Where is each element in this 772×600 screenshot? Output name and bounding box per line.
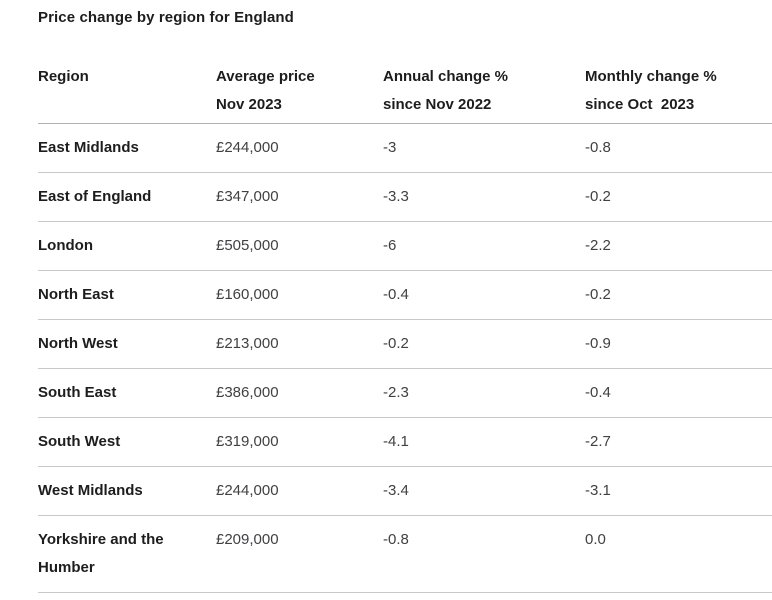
annual-change-cell: -2.3 bbox=[383, 384, 409, 401]
column-header-line: Nov 2023 bbox=[216, 96, 282, 113]
annual-change-cell: -0.2 bbox=[383, 335, 409, 352]
table-row: Yorkshire and the Humber £209,000 -0.8 0… bbox=[38, 516, 772, 593]
table-row: North East £160,000 -0.4 -0.2 bbox=[38, 271, 772, 320]
average-price-cell: £160,000 bbox=[216, 286, 279, 303]
page-title: Price change by region for England bbox=[38, 9, 294, 26]
column-header-line: Region bbox=[38, 68, 89, 85]
table-row: East Midlands £244,000 -3 -0.8 bbox=[38, 124, 772, 173]
monthly-change-cell: -0.9 bbox=[585, 335, 611, 352]
column-header-line: since Nov 2022 bbox=[383, 96, 492, 113]
average-price-cell: £209,000 bbox=[216, 531, 279, 548]
average-price-cell: £213,000 bbox=[216, 335, 279, 352]
column-header-line: Annual change % bbox=[383, 68, 509, 85]
table-row: South East £386,000 -2.3 -0.4 bbox=[38, 369, 772, 418]
table-header-row: Region Average price Nov 2023 Annual cha… bbox=[38, 63, 772, 124]
average-price-cell: £319,000 bbox=[216, 433, 279, 450]
region-cell: East of England bbox=[38, 188, 152, 205]
table-row: West Midlands £244,000 -3.4 -3.1 bbox=[38, 467, 772, 516]
annual-change-cell: -4.1 bbox=[383, 433, 409, 450]
table-row: North West £213,000 -0.2 -0.9 bbox=[38, 320, 772, 369]
region-cell: West Midlands bbox=[38, 482, 143, 499]
annual-change-cell: -0.4 bbox=[383, 286, 409, 303]
average-price-cell: £347,000 bbox=[216, 188, 279, 205]
annual-change-cell: -0.8 bbox=[383, 531, 409, 548]
region-cell: South West bbox=[38, 433, 121, 450]
price-table: Region Average price Nov 2023 Annual cha… bbox=[38, 63, 772, 593]
monthly-change-cell: -0.2 bbox=[585, 286, 611, 303]
column-header-region: Region bbox=[38, 63, 216, 119]
average-price-cell: £244,000 bbox=[216, 139, 279, 156]
monthly-change-cell: 0.0 bbox=[585, 531, 606, 548]
average-price-cell: £386,000 bbox=[216, 384, 279, 401]
column-header-line: since Oct 2023 bbox=[585, 96, 695, 113]
average-price-cell: £505,000 bbox=[216, 237, 279, 254]
region-cell: North West bbox=[38, 335, 118, 352]
column-header-line: Average price bbox=[216, 68, 315, 85]
monthly-change-cell: -2.2 bbox=[585, 237, 611, 254]
column-header-average-price: Average price Nov 2023 bbox=[216, 63, 383, 119]
region-cell: Yorkshire and the Humber bbox=[38, 531, 164, 576]
table-row: London £505,000 -6 -2.2 bbox=[38, 222, 772, 271]
table-row: South West £319,000 -4.1 -2.7 bbox=[38, 418, 772, 467]
annual-change-cell: -3 bbox=[383, 139, 397, 156]
annual-change-cell: -3.4 bbox=[383, 482, 409, 499]
region-cell: London bbox=[38, 237, 93, 254]
column-header-line: Monthly change % bbox=[585, 68, 717, 85]
table-row: East of England £347,000 -3.3 -0.2 bbox=[38, 173, 772, 222]
monthly-change-cell: -3.1 bbox=[585, 482, 611, 499]
region-cell: East Midlands bbox=[38, 139, 139, 156]
region-cell: South East bbox=[38, 384, 117, 401]
annual-change-cell: -3.3 bbox=[383, 188, 409, 205]
region-cell: North East bbox=[38, 286, 114, 303]
monthly-change-cell: -0.8 bbox=[585, 139, 611, 156]
monthly-change-cell: -2.7 bbox=[585, 433, 611, 450]
annual-change-cell: -6 bbox=[383, 237, 397, 254]
column-header-annual-change: Annual change % since Nov 2022 bbox=[383, 63, 585, 119]
monthly-change-cell: -0.2 bbox=[585, 188, 611, 205]
monthly-change-cell: -0.4 bbox=[585, 384, 611, 401]
column-header-monthly-change: Monthly change % since Oct 2023 bbox=[585, 63, 772, 119]
average-price-cell: £244,000 bbox=[216, 482, 279, 499]
